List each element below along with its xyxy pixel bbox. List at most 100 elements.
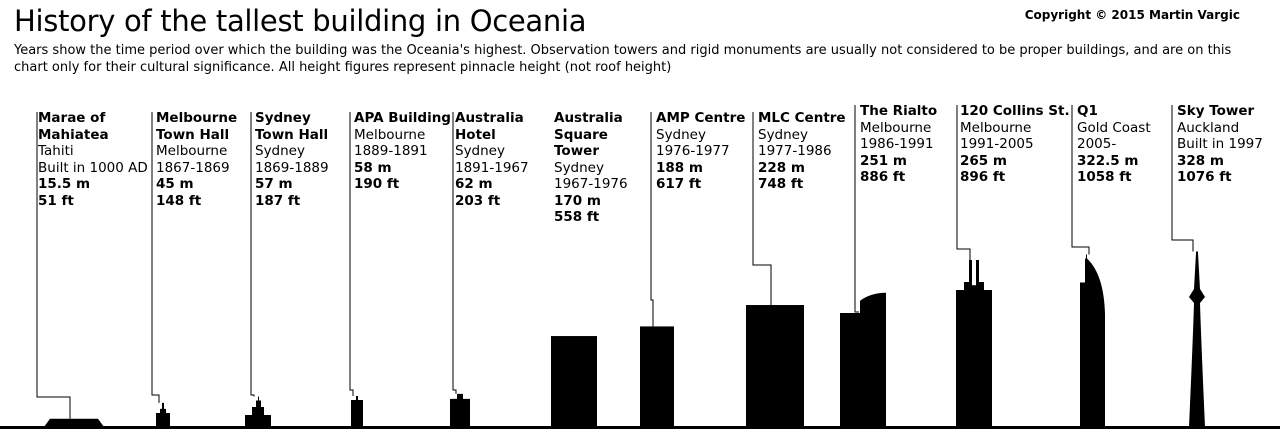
height-metres: 58 m	[354, 159, 392, 176]
building-period: 1891-1967	[455, 159, 529, 176]
building-the-rialto	[840, 292, 886, 427]
building-sky-tower	[1189, 251, 1205, 427]
building-period: 1967-1976	[554, 176, 628, 192]
height-metres: 251 m	[860, 152, 907, 169]
building-period: 1976-1977	[656, 143, 730, 159]
building-location: Melbourne	[860, 119, 932, 136]
building-location: Tahiti	[38, 143, 74, 159]
building-name: MLC Centre	[758, 110, 846, 126]
building-sydney-town-hall	[245, 396, 271, 427]
building-location: Sydney	[455, 143, 505, 159]
building-name: Mahiatea	[38, 126, 109, 143]
label-building-australia-hotel: Australia Hotel Sydney 1891-1967 62 m 203 ft	[455, 110, 529, 209]
chart-subtitle: Years show the time period over which th…	[14, 43, 1232, 75]
height-feet: 896 ft	[960, 169, 1006, 185]
building-location: Sydney	[255, 143, 305, 159]
building-location: Sydney	[554, 159, 604, 176]
building-amp-centre	[640, 326, 674, 427]
height-feet: 886 ft	[860, 169, 906, 185]
building-location: Melbourne	[156, 143, 228, 159]
label-building-apa-building: APA Building Melbourne 1889-1891 58 m 190 ft	[354, 110, 451, 193]
building-name: Q1	[1077, 103, 1098, 119]
building-120-collins-st	[956, 260, 992, 427]
building-australia-hotel	[450, 393, 470, 427]
height-feet: 1076 ft	[1177, 169, 1232, 185]
height-metres: 188 m	[656, 159, 703, 176]
height-metres: 170 m	[554, 192, 601, 209]
label-building-mlc-centre: MLC Centre Sydney 1977-1986 228 m 748 ft	[758, 110, 846, 193]
leader-line	[452, 112, 457, 394]
label-building-amp-centre: AMP Centre Sydney 1976-1977 188 m 617 ft	[656, 110, 745, 193]
building-name: AMP Centre	[656, 110, 746, 126]
building-period: 1986-1991	[860, 136, 934, 152]
building-mlc-centre	[746, 305, 804, 427]
height-feet: 617 ft	[656, 176, 702, 192]
height-metres: 15.5 m	[38, 176, 91, 192]
height-feet: 748 ft	[758, 176, 804, 192]
height-feet: 148 ft	[156, 192, 202, 209]
label-building-q1: Q1 Gold Coast 2005- 322.5 m 1058 ft	[1077, 103, 1151, 186]
building-name: Square	[554, 126, 608, 143]
building-location: Gold Coast	[1077, 119, 1151, 136]
building-name: Town Hall	[156, 126, 230, 143]
leader-line	[250, 112, 255, 397]
label-building-marae-of-mahiatea: Marae of Mahiatea Tahiti Built in 1000 AD 15…	[38, 110, 148, 209]
building-name: Melbourne	[156, 110, 238, 126]
leader-line	[349, 112, 354, 396]
building-period: 1991-2005	[960, 136, 1034, 152]
building-name: Australia	[455, 110, 524, 126]
leader-line	[1171, 105, 1194, 252]
height-metres: 62 m	[455, 176, 493, 192]
leader-line	[752, 112, 772, 306]
building-period: 1977-1986	[758, 143, 832, 159]
height-feet: 51 ft	[38, 192, 74, 209]
building-location: Melbourne	[354, 126, 426, 143]
label-building-australia-square-tower: Australia Square Tower Sydney 1967-1976 170 m…	[554, 110, 628, 226]
building-location: Auckland	[1177, 119, 1240, 136]
leader-line	[1071, 105, 1090, 255]
chart-title: History of the tallest building in Ocean…	[14, 4, 587, 38]
building-name: Hotel	[455, 126, 496, 143]
leader-line	[956, 105, 971, 286]
height-feet: 203 ft	[455, 192, 501, 209]
building-period: Built in 1000 AD	[38, 159, 148, 176]
height-feet: 190 ft	[354, 176, 400, 192]
height-metres: 322.5 m	[1077, 152, 1139, 169]
height-metres: 57 m	[255, 176, 293, 192]
height-feet: 187 ft	[255, 192, 301, 209]
building-name: Sky Tower	[1177, 103, 1255, 119]
building-australia-square-tower	[551, 336, 597, 427]
building-period: 1889-1891	[354, 143, 428, 159]
height-metres: 45 m	[156, 176, 194, 192]
leader-line	[854, 105, 859, 313]
leader-line	[36, 112, 71, 419]
building-name: Town Hall	[255, 126, 329, 143]
label-building-sky-tower: Sky Tower Auckland Built in 1997 328 m 1076 …	[1177, 103, 1263, 186]
leader-line	[151, 112, 160, 403]
building-marae-of-mahiatea	[44, 418, 104, 427]
label-building-melbourne-town-hall: Melbourne Town Hall Melbourne 1867-1869 45 m…	[156, 110, 237, 209]
label-building-sydney-town-hall: Sydney Town Hall Sydney 1869-1889 57 m 187 ft	[255, 110, 329, 209]
leader-line	[650, 112, 654, 327]
height-metres: 328 m	[1177, 152, 1224, 169]
label-building-120-collins-st: 120 Collins St. Melbourne 1991-2005 265 m 89…	[960, 103, 1070, 186]
building-name: Australia	[554, 110, 623, 126]
building-location: Sydney	[656, 126, 706, 143]
building-location: Sydney	[758, 126, 808, 143]
height-feet: 558 ft	[554, 209, 600, 225]
height-metres: 265 m	[960, 152, 1007, 169]
building-name: Sydney	[255, 110, 311, 126]
building-name: The Rialto	[860, 103, 938, 119]
height-feet: 1058 ft	[1077, 169, 1132, 185]
building-apa-building	[351, 395, 363, 427]
building-period: 1867-1869	[156, 159, 230, 176]
building-melbourne-town-hall	[156, 402, 170, 427]
building-period: Built in 1997	[1177, 136, 1263, 152]
building-period: 1869-1889	[255, 159, 329, 176]
building-q1	[1080, 254, 1105, 427]
building-name: Tower	[554, 143, 599, 159]
building-location: Melbourne	[960, 119, 1032, 136]
building-period: 2005-	[1077, 136, 1117, 152]
label-building-the-rialto: The Rialto Melbourne 1986-1991 251 m 886 ft	[860, 103, 937, 186]
